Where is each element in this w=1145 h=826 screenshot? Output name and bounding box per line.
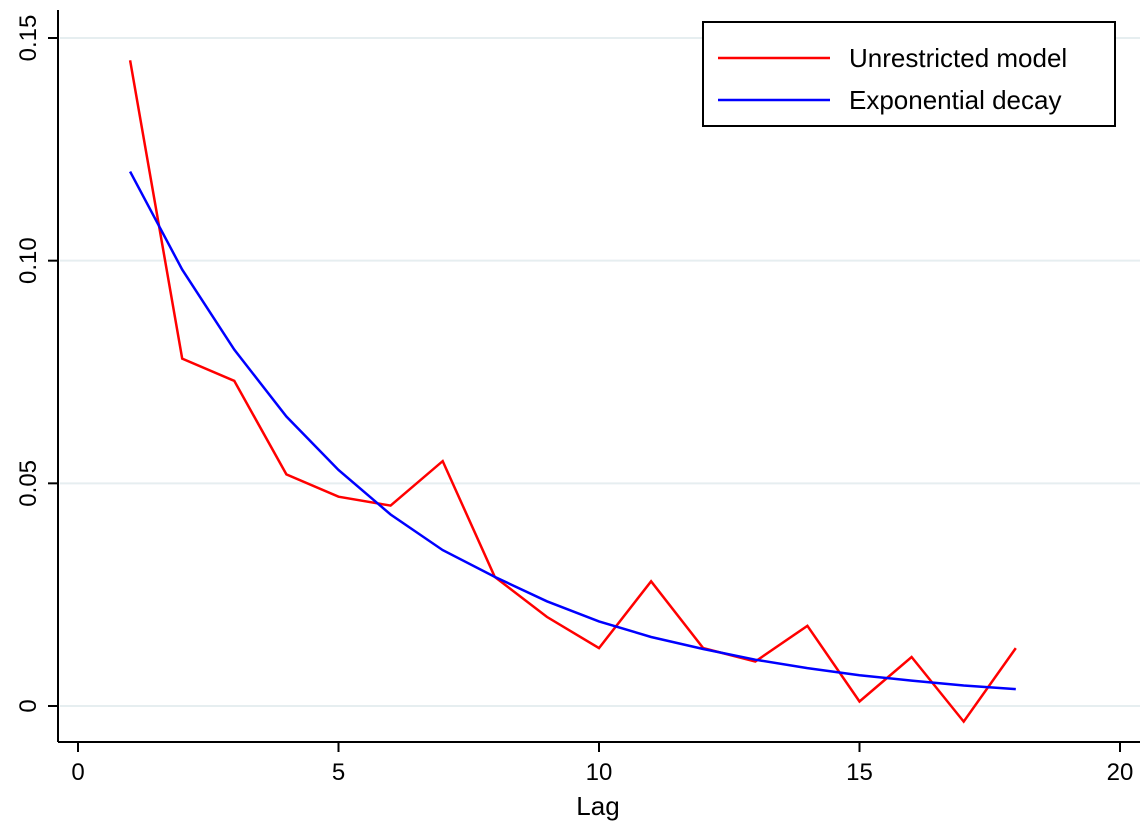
x-axis-title: Lag	[576, 791, 619, 821]
legend-box	[702, 21, 1116, 127]
series-line-exponential-decay	[128, 171, 1016, 691]
x-tick-label: 5	[332, 759, 345, 786]
x-tick-label: 15	[846, 759, 873, 786]
legend: Unrestricted model Exponential decay	[702, 21, 1116, 127]
axes: 0 0.05 0.10 0.15 0 5 10 15 20	[15, 10, 1140, 786]
series-lines	[128, 60, 1017, 724]
legend-label-unrestricted-model: Unrestricted model	[849, 43, 1067, 73]
y-tick-label: 0.10	[15, 237, 42, 284]
x-tick-label: 0	[71, 759, 84, 786]
series-line-unrestricted-model	[128, 60, 1017, 724]
legend-label-exponential-decay: Exponential decay	[849, 85, 1061, 115]
y-tick-label: 0	[15, 699, 42, 712]
y-tick-label: 0.05	[15, 460, 42, 507]
grid-lines	[60, 37, 1140, 707]
x-tick-label: 20	[1107, 759, 1134, 786]
y-tick-label: 0.15	[15, 15, 42, 62]
x-tick-label: 10	[586, 759, 613, 786]
